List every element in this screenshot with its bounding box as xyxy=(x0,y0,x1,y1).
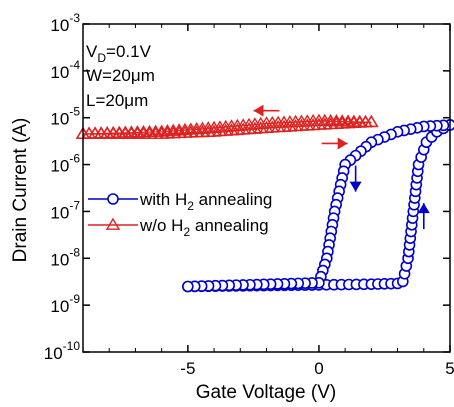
legend-marker-wo-h2 xyxy=(88,217,138,230)
y-tick-label: 10-6 xyxy=(50,152,80,176)
arrow-up xyxy=(417,203,430,230)
annotation-w-main: W=20 xyxy=(86,66,131,85)
x-tick-label: 0 xyxy=(314,359,323,378)
annotation-vd-rest: =0.1V xyxy=(106,42,152,61)
y-tick-exponent: -6 xyxy=(69,152,80,166)
y-tick-label: 10-4 xyxy=(50,58,80,82)
y-tick-exponent: -3 xyxy=(69,11,80,25)
legend-0-part-a: with H xyxy=(139,190,187,209)
annotation-vd-main: V xyxy=(86,42,98,61)
legend-0-part-b: 2 xyxy=(187,199,194,213)
legend-label-wo-h2: w/o H2 annealing xyxy=(139,216,269,239)
arrow-head xyxy=(337,137,348,150)
arrow-layer xyxy=(253,104,430,230)
series-wo-h2 xyxy=(75,113,379,139)
arrow-right xyxy=(321,137,348,150)
y-tick-label: 10-7 xyxy=(50,198,80,222)
y-tick-label: 10-8 xyxy=(50,245,80,269)
y-tick-base: 10 xyxy=(50,157,69,176)
y-tick-label: 10-9 xyxy=(50,292,80,316)
y-tick-base: 10 xyxy=(50,250,69,269)
y-tick-exponent: -9 xyxy=(69,292,80,306)
annotation-w-mu: μ xyxy=(131,66,141,85)
series-with-h2 xyxy=(182,119,454,293)
arrow-head xyxy=(349,181,362,192)
y-axis-title: Drain Current (A) xyxy=(10,118,31,263)
legend-marker-with-h2 xyxy=(88,193,138,205)
arrow-head xyxy=(253,104,264,117)
legend-1-part-c: annealing xyxy=(190,216,268,235)
y-tick-base: 10 xyxy=(50,16,69,35)
legend-symbol xyxy=(105,217,121,230)
annotation-vd-sub: D xyxy=(97,51,106,65)
y-tick-base: 10 xyxy=(50,297,69,316)
y-tick-exponent: -10 xyxy=(63,339,81,353)
arrow-down xyxy=(349,165,362,192)
arrow-left xyxy=(253,104,280,117)
annotation-l-rest: m xyxy=(134,91,148,110)
arrow-head xyxy=(417,203,430,214)
series-layer xyxy=(75,113,454,293)
annotation-l: L=20μm xyxy=(86,91,148,110)
y-tick-label: 10-10 xyxy=(44,339,81,363)
y-tick-exponent: -8 xyxy=(69,245,80,259)
legend-1-part-a: w/o H xyxy=(139,216,183,235)
y-tick-exponent: -7 xyxy=(69,198,80,212)
annotation-w: W=20μm xyxy=(86,66,155,85)
data-point xyxy=(182,280,194,293)
x-tick-label: 5 xyxy=(445,359,454,378)
annotation-vd: VD=0.1V xyxy=(86,42,152,65)
legend: with H2 annealing w/o H2 annealing xyxy=(88,190,272,239)
annotation-l-main: L=20 xyxy=(86,91,124,110)
y-tick-exponent: -4 xyxy=(69,58,80,72)
annotation-l-mu: μ xyxy=(124,91,134,110)
legend-1-part-b: 2 xyxy=(183,225,190,239)
legend-symbol xyxy=(107,193,119,205)
legend-0-part-c: annealing xyxy=(194,190,272,209)
y-tick-base: 10 xyxy=(50,203,69,222)
y-tick-base: 10 xyxy=(44,344,63,363)
y-tick-label: 10-5 xyxy=(50,105,80,129)
y-tick-base: 10 xyxy=(50,110,69,129)
y-tick-label: 10-3 xyxy=(50,11,80,35)
annotation-w-rest: m xyxy=(141,66,155,85)
y-tick-base: 10 xyxy=(50,63,69,82)
legend-label-with-h2: with H2 annealing xyxy=(139,190,272,213)
x-axis-title: Gate Voltage (V) xyxy=(196,382,336,403)
x-tick-label: -5 xyxy=(180,359,195,378)
y-tick-exponent: -5 xyxy=(69,105,80,119)
